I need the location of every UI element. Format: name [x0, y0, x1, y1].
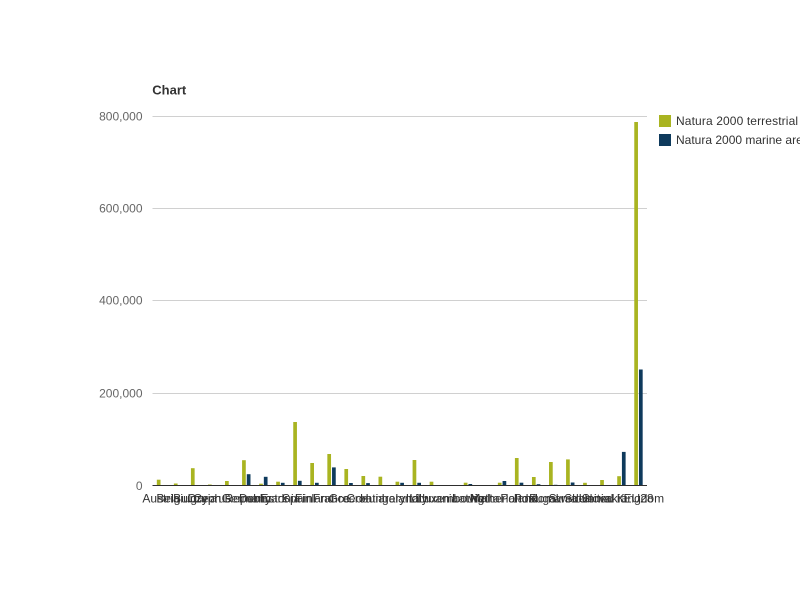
- svg-text:400,000: 400,000: [99, 294, 143, 308]
- svg-text:Netherlands: Netherlands: [470, 491, 535, 505]
- svg-text:Natura 2000 marine area: Natura 2000 marine area: [676, 133, 800, 147]
- svg-text:Austria: Austria: [142, 491, 180, 505]
- svg-text:600,000: 600,000: [99, 202, 143, 216]
- svg-text:Estonia: Estonia: [260, 491, 300, 505]
- svg-text:United Kingdom: United Kingdom: [579, 491, 664, 505]
- svg-text:Finland: Finland: [295, 491, 334, 505]
- svg-text:EU28: EU28: [623, 491, 653, 505]
- svg-text:0: 0: [136, 479, 143, 493]
- svg-text:Denmark: Denmark: [239, 491, 289, 505]
- svg-text:France: France: [313, 491, 351, 505]
- svg-text:Poland: Poland: [500, 491, 537, 505]
- svg-text:Czech Republic: Czech Republic: [187, 491, 271, 505]
- svg-text:Slovenia: Slovenia: [564, 491, 610, 505]
- svg-text:Sweden: Sweden: [549, 491, 592, 505]
- svg-text:Portugal: Portugal: [514, 491, 559, 505]
- svg-text:Cyprus: Cyprus: [193, 491, 231, 505]
- svg-text:Natura 2000 terrestrial area: Natura 2000 terrestrial area: [676, 114, 800, 128]
- svg-text:Ireland: Ireland: [381, 491, 418, 505]
- svg-text:Germany: Germany: [222, 491, 271, 505]
- svg-text:Latvia: Latvia: [452, 491, 484, 505]
- svg-text:Spain: Spain: [282, 491, 313, 505]
- svg-text:Greece: Greece: [329, 491, 369, 505]
- svg-text:Bulgaria: Bulgaria: [173, 491, 217, 505]
- svg-text:Belgium: Belgium: [156, 491, 199, 505]
- svg-text:Lithuania: Lithuania: [410, 491, 459, 505]
- svg-text:Romania: Romania: [529, 491, 577, 505]
- svg-text:Luxembourg: Luxembourg: [418, 491, 485, 505]
- svg-text:Croatia: Croatia: [346, 491, 385, 505]
- svg-text:Malta: Malta: [470, 491, 500, 505]
- svg-text:200,000: 200,000: [99, 387, 143, 401]
- svg-text:Hungary: Hungary: [360, 491, 405, 505]
- svg-text:Chart: Chart: [152, 82, 187, 97]
- svg-text:Slovakia: Slovakia: [582, 491, 628, 505]
- svg-text:Italy: Italy: [406, 491, 428, 505]
- svg-text:800,000: 800,000: [99, 110, 143, 124]
